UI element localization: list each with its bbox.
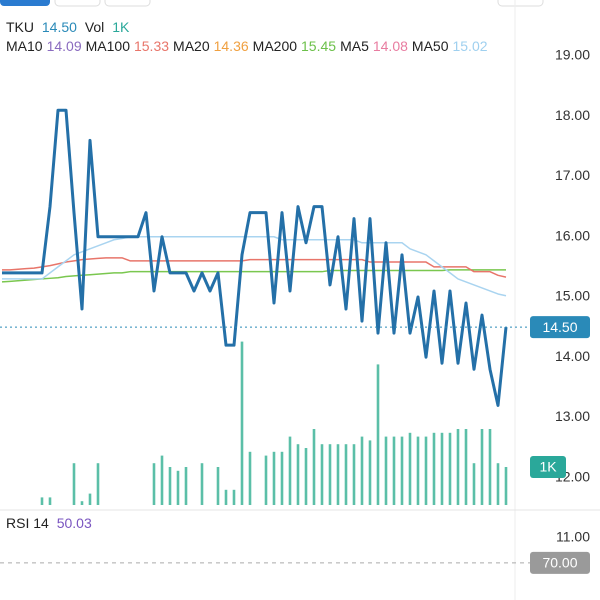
- volume-bar: [224, 489, 228, 505]
- volume-bar: [488, 429, 492, 505]
- volume-bar: [200, 463, 204, 505]
- volume-bar: [176, 470, 180, 505]
- ma-value: 15.33: [134, 38, 169, 54]
- volume-bar: [160, 455, 164, 505]
- ma-name: MA5: [340, 38, 369, 54]
- y-tick-label: 19.00: [555, 47, 590, 63]
- volume-label: Vol: [85, 19, 104, 35]
- volume-bar: [288, 436, 292, 505]
- y-tick-label: 14.00: [555, 348, 590, 364]
- volume-bar: [320, 444, 324, 505]
- ma-name: MA10: [6, 38, 43, 54]
- volume-bar: [432, 432, 436, 505]
- volume-bar: [344, 444, 348, 505]
- volume-bar: [48, 497, 52, 505]
- last-price-tag-label: 14.50: [542, 319, 577, 335]
- volume-bar: [328, 444, 332, 505]
- volume-bar: [376, 364, 380, 505]
- volume-bar: [352, 444, 356, 505]
- volume-bar: [472, 463, 476, 505]
- volume-bar: [72, 463, 76, 505]
- volume-bar: [264, 455, 268, 505]
- y-tick-label: 15.00: [555, 288, 590, 304]
- volume-bar: [312, 429, 316, 505]
- tab-button[interactable]: [104, 0, 151, 7]
- symbol: TKU: [6, 19, 34, 35]
- volume-bar: [400, 436, 404, 505]
- rsi-label: RSI 14: [6, 515, 49, 531]
- volume-bar: [216, 467, 220, 505]
- last-price-tag: [530, 316, 590, 339]
- ma-name: MA50: [412, 38, 449, 54]
- tab-button[interactable]: [497, 0, 544, 7]
- ma-value: 14.08: [373, 38, 408, 54]
- tab-button[interactable]: [0, 0, 50, 6]
- volume-bar: [456, 429, 460, 505]
- volume-bar: [336, 444, 340, 505]
- volume-tag: [530, 456, 566, 478]
- last-price: 14.50: [42, 19, 77, 35]
- volume-bar: [152, 463, 156, 505]
- volume-bar: [168, 467, 172, 505]
- volume-bar: [184, 467, 188, 505]
- volume-bar: [360, 436, 364, 505]
- rsi-level-label: 70.00: [542, 555, 577, 571]
- volume-bar: [280, 451, 284, 505]
- volume-bar: [440, 432, 444, 505]
- ma-name: MA20: [173, 38, 210, 54]
- rsi-value: 50.03: [57, 515, 92, 531]
- volume-bar: [384, 436, 388, 505]
- volume-bar: [368, 440, 372, 505]
- volume-bar: [296, 444, 300, 505]
- volume-bar: [496, 463, 500, 505]
- ma-legend: MA10 14.09 MA100 15.33 MA20 14.36 MA200 15.45 MA…: [6, 38, 488, 54]
- volume-bar: [88, 493, 92, 505]
- volume-bar: [448, 432, 452, 505]
- volume-bar: [424, 436, 428, 505]
- volume-bar: [304, 448, 308, 505]
- tab-button[interactable]: [54, 0, 101, 7]
- ma-name: MA100: [86, 38, 131, 54]
- y-tick-label: 18.00: [555, 107, 590, 123]
- volume-bar: [272, 451, 276, 505]
- ma-line: [2, 257, 507, 278]
- y-tick-label: 17.00: [555, 167, 590, 183]
- volume-bar: [80, 501, 84, 505]
- volume-bar: [480, 429, 484, 505]
- volume-bar: [416, 436, 420, 505]
- ma-value: 15.45: [301, 38, 336, 54]
- ma-name: MA200: [253, 38, 298, 54]
- volume-bar: [464, 429, 468, 505]
- ma-value: 14.09: [47, 38, 82, 54]
- volume-bar: [248, 451, 252, 505]
- y-tick-label: 13.00: [555, 408, 590, 424]
- rsi-level-tag: [530, 551, 590, 574]
- volume-tag-label: 1K: [539, 459, 557, 475]
- volume-bar: [40, 497, 44, 505]
- volume-bar: [504, 467, 508, 505]
- volume-bar: [392, 436, 396, 505]
- volume-bar: [96, 463, 100, 505]
- volume-bar: [240, 341, 244, 505]
- y-tick-label: 16.00: [555, 227, 590, 243]
- rsi-header: RSI 14 50.03: [6, 515, 92, 531]
- ma-value: 15.02: [452, 38, 487, 54]
- volume-bar: [408, 432, 412, 505]
- y-tick-label: 11.00: [556, 529, 590, 545]
- ma-value: 14.36: [214, 38, 249, 54]
- volume-bar: [232, 489, 236, 505]
- plot-area: [1, 108, 508, 505]
- header: TKU 14.50 Vol 1K: [6, 19, 130, 35]
- ma-line: [1, 269, 506, 283]
- volume-value: 1K: [112, 19, 130, 35]
